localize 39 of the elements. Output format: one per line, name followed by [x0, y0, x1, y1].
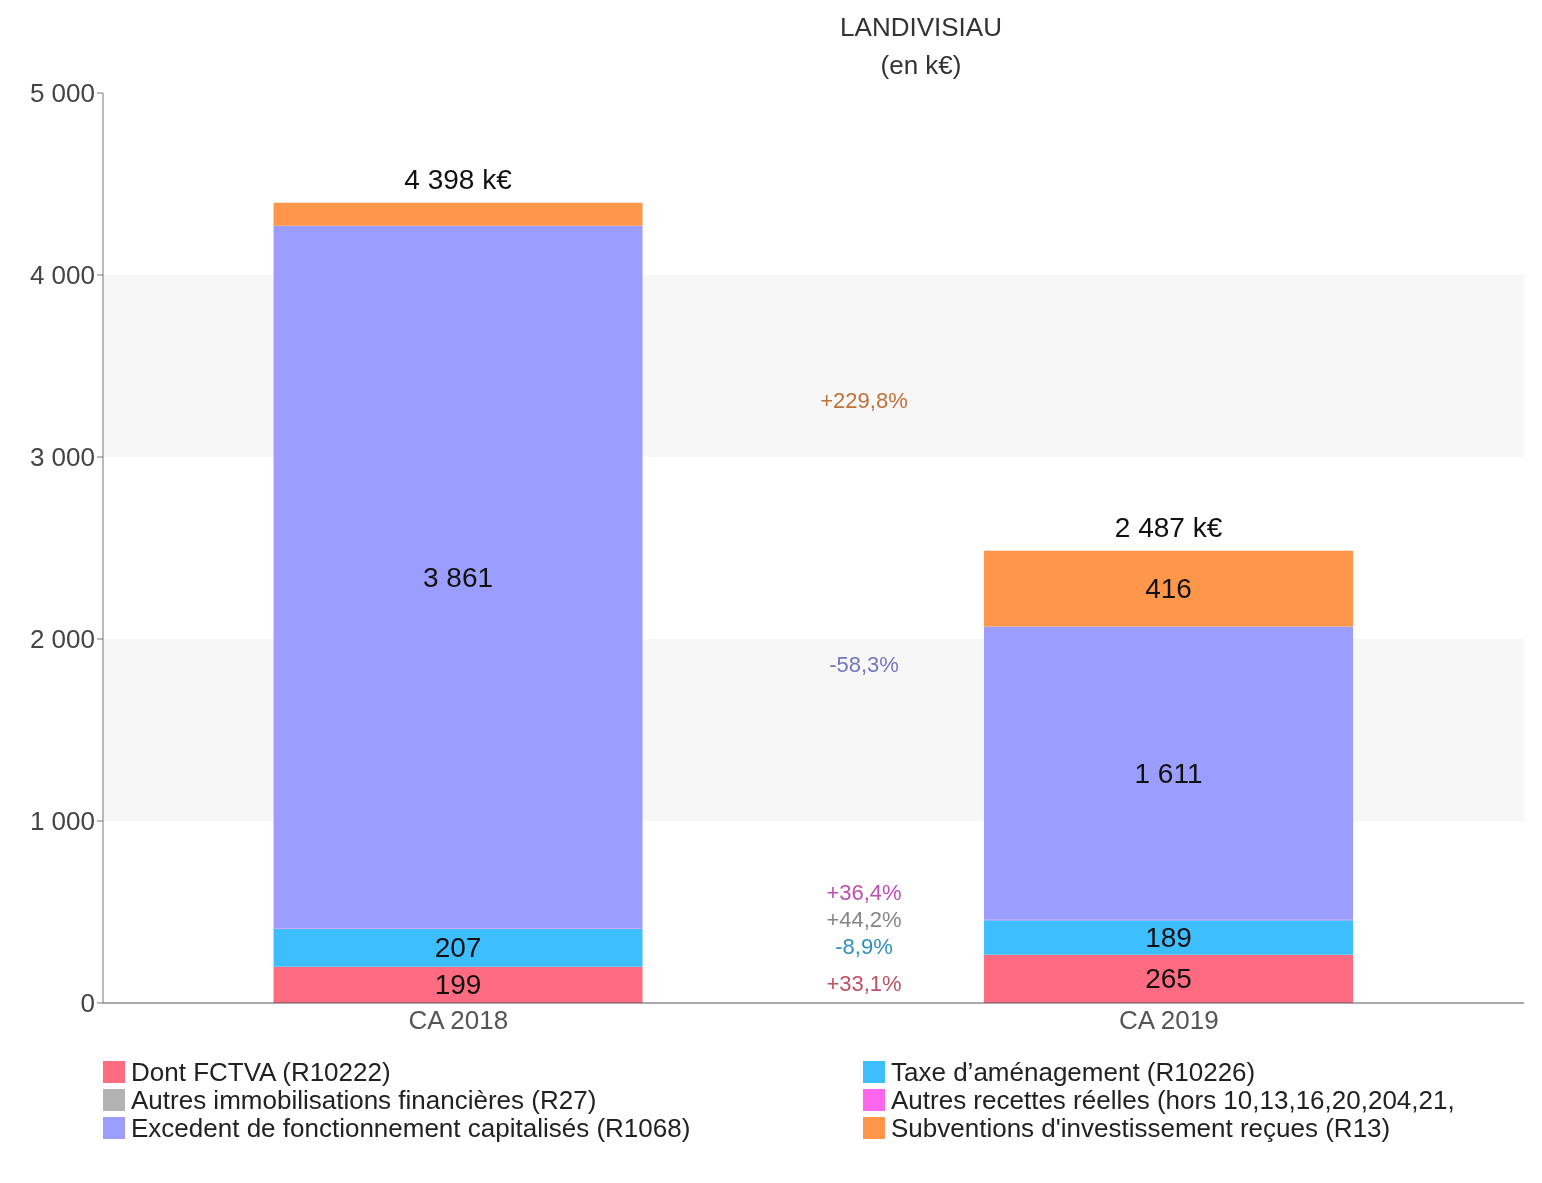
- y-tick-label: 3 000: [29, 442, 95, 473]
- annotation: -8,9%: [834, 934, 894, 961]
- y-tick-label: 1 000: [29, 806, 95, 837]
- total-label: 4 398 k€: [404, 163, 513, 195]
- data-label: 265: [1145, 963, 1192, 995]
- bar: [984, 626, 1354, 920]
- bar: [273, 966, 643, 1003]
- x-tick-label: CA 2018: [408, 1005, 509, 1036]
- bar: [273, 202, 643, 226]
- bar: [273, 225, 643, 929]
- bar: [984, 954, 1354, 1003]
- legend-label: Autres recettes réelles (hors 10,13,16,20,204,21,: [891, 1085, 1455, 1115]
- data-label: 3 861: [422, 561, 494, 593]
- data-label: 189: [1145, 922, 1192, 954]
- y-tick-label: 5 000: [29, 78, 95, 109]
- y-tick-label: 0: [80, 988, 95, 1019]
- chart-title: LANDIVISIAU: [839, 11, 1003, 44]
- annotation: +36,4%: [825, 879, 903, 906]
- total-label: 2 487 k€: [1114, 511, 1223, 543]
- annotation: +229,8%: [819, 388, 909, 415]
- bar: [984, 920, 1354, 955]
- legend-label: Subventions d'investissement reçues (R13): [891, 1113, 1391, 1143]
- bar: [984, 550, 1354, 627]
- legend-label: Taxe d’aménagement (R10226): [891, 1057, 1256, 1087]
- data-label: 207: [434, 932, 482, 964]
- data-label: 416: [1145, 573, 1192, 605]
- data-label: 1 611: [1134, 757, 1203, 789]
- annotation: +44,2%: [825, 907, 903, 934]
- annotation: +33,1%: [825, 970, 903, 997]
- y-tick-label: 2 000: [29, 624, 95, 655]
- y-tick-label: 4 000: [29, 260, 95, 291]
- chart-subtitle: (en k€): [879, 49, 963, 82]
- data-label: 199: [434, 969, 482, 1001]
- legend-label: Dont FCTVA (R10222): [131, 1057, 391, 1087]
- legend-label: Autres immobilisations financières (R27): [131, 1085, 597, 1115]
- annotation: -58,3%: [828, 652, 900, 679]
- bar: [273, 929, 643, 967]
- legend-label: Excedent de fonctionnement capitalisés (R1068): [131, 1113, 691, 1143]
- x-tick-label: CA 2019: [1118, 1005, 1219, 1036]
